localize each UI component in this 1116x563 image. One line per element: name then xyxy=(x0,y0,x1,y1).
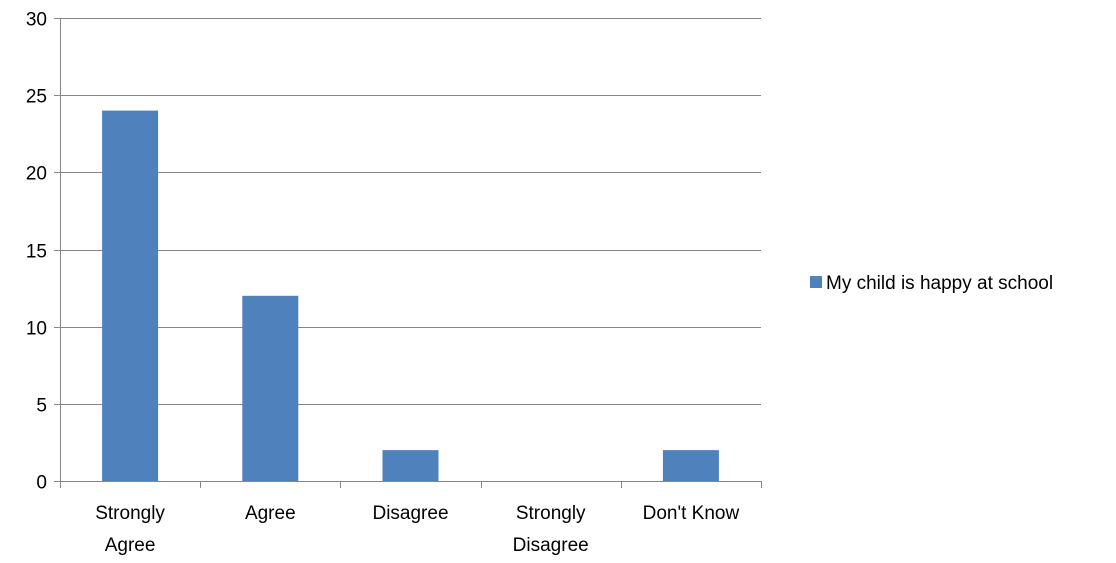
x-tick-label: Disagree xyxy=(372,503,448,524)
y-tick-label: 0 xyxy=(36,473,47,494)
bar xyxy=(102,110,159,481)
x-tick-label: Don't Know xyxy=(643,503,740,524)
bar xyxy=(242,295,299,481)
gridlines xyxy=(60,18,761,405)
x-tick-label: Agree xyxy=(245,503,296,524)
y-tick-label: 10 xyxy=(26,319,47,340)
legend-label: My child is happy at school xyxy=(826,273,1053,294)
x-tick-label: Strongly Agree xyxy=(95,503,165,556)
y-axis-tick-labels: 0 5 10 15 20 25 30 xyxy=(26,10,47,494)
y-tick-label: 30 xyxy=(26,10,47,31)
y-tick-label: 25 xyxy=(26,87,47,108)
axes xyxy=(54,18,762,488)
x-axis-tick-labels: Strongly Agree Agree Disagree Strongly Disagr… xyxy=(95,503,739,556)
y-tick-label: 5 xyxy=(36,396,47,417)
y-tick-label: 15 xyxy=(26,242,47,263)
y-tick-label: 20 xyxy=(26,164,47,185)
legend-swatch xyxy=(810,276,822,288)
x-tick-label: Strongly Disagree xyxy=(513,503,589,556)
bar xyxy=(662,450,719,481)
bars xyxy=(102,110,719,481)
legend: My child is happy at school xyxy=(810,273,1053,294)
bar xyxy=(382,450,439,481)
